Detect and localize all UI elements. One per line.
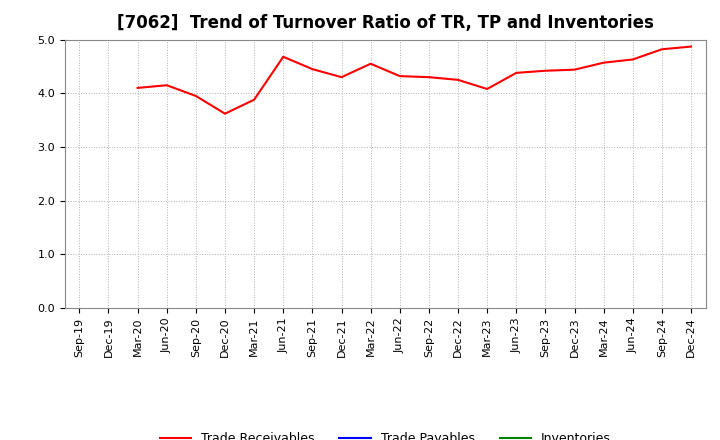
Trade Receivables xyxy=(599,60,608,65)
Trade Receivables xyxy=(629,57,637,62)
Trade Receivables xyxy=(687,44,696,49)
Trade Receivables xyxy=(308,66,317,72)
Trade Receivables xyxy=(192,93,200,99)
Trade Receivables xyxy=(163,83,171,88)
Trade Receivables xyxy=(366,61,375,66)
Trade Receivables xyxy=(483,86,492,92)
Trade Receivables xyxy=(570,67,579,72)
Title: [7062]  Trend of Turnover Ratio of TR, TP and Inventories: [7062] Trend of Turnover Ratio of TR, TP… xyxy=(117,15,654,33)
Trade Receivables xyxy=(250,97,258,103)
Trade Receivables xyxy=(454,77,462,82)
Trade Receivables xyxy=(425,74,433,80)
Trade Receivables xyxy=(395,73,404,79)
Trade Receivables xyxy=(279,54,287,59)
Line: Trade Receivables: Trade Receivables xyxy=(138,47,691,114)
Trade Receivables xyxy=(541,68,550,73)
Trade Receivables xyxy=(133,85,142,91)
Trade Receivables xyxy=(220,111,229,116)
Trade Receivables xyxy=(337,74,346,80)
Trade Receivables xyxy=(657,47,666,52)
Legend: Trade Receivables, Trade Payables, Inventories: Trade Receivables, Trade Payables, Inven… xyxy=(155,427,616,440)
Trade Receivables xyxy=(512,70,521,76)
